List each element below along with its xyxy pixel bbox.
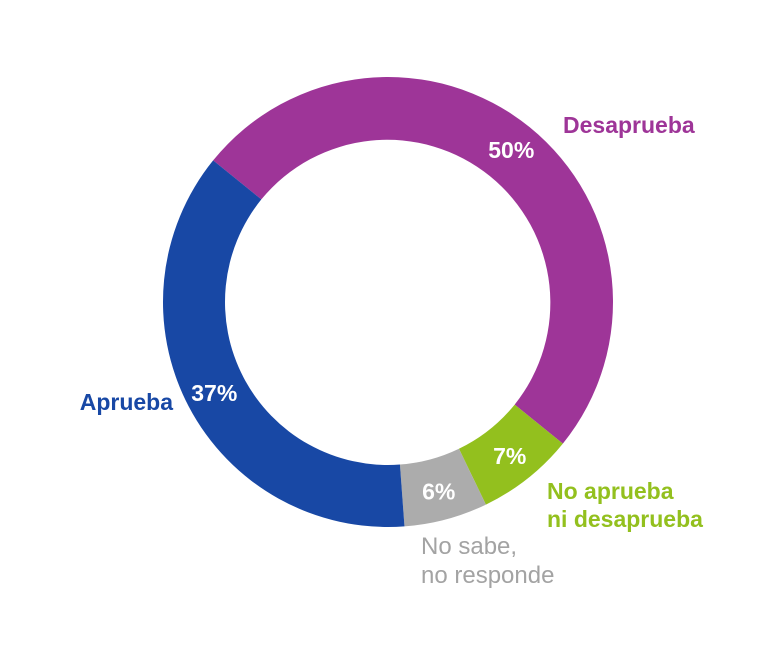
donut-value-label-aprueba: 37% xyxy=(191,380,237,406)
label-aprueba: Aprueba xyxy=(79,389,173,415)
donut-segment-aprueba xyxy=(162,160,405,528)
donut-segment-desaprueba xyxy=(213,76,614,444)
donut-segment-no-sabe-no-responde xyxy=(399,448,486,527)
donut-value-label-desaprueba: 50% xyxy=(488,137,534,163)
label-no-aprueba-line2: ni desaprueba xyxy=(547,506,703,532)
label-no-aprueba-line1: No aprueba xyxy=(547,478,674,504)
label-no-sabe-line2: no responde xyxy=(421,562,555,589)
label-no-sabe-no-responde: No sabe, no responde xyxy=(421,532,554,590)
label-no-aprueba-ni-desaprueba: No aprueba ni desaprueba xyxy=(547,477,703,533)
label-no-sabe-line1: No sabe, xyxy=(421,533,518,560)
donut-value-label-no-sabe-no-responde: 6% xyxy=(422,479,455,505)
donut-segment-no-aprueba-ni-desaprueba xyxy=(458,404,563,505)
donut-value-label-no-aprueba-ni-desaprueba: 7% xyxy=(493,443,526,469)
label-desaprueba: Desaprueba xyxy=(563,112,695,138)
